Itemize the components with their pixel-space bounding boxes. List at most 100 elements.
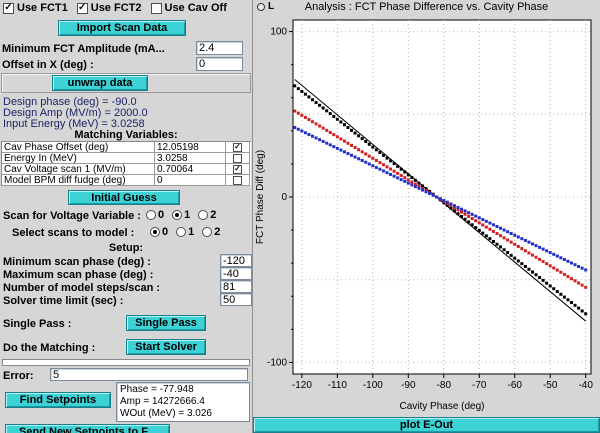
- radio-icon[interactable]: [176, 227, 187, 237]
- variable-value-cell[interactable]: 0: [155, 175, 226, 186]
- scan-voltage-option-1[interactable]: 1: [172, 209, 190, 221]
- svg-text:-40: -40: [578, 380, 593, 391]
- select-scans-option-0[interactable]: 0: [150, 226, 168, 238]
- radio-icon[interactable]: [202, 227, 213, 237]
- scan-voltage-option-2[interactable]: 2: [198, 209, 216, 221]
- radio-label: 2: [214, 226, 221, 238]
- variable-name-cell[interactable]: Cav Phase Offset (deg): [2, 142, 155, 153]
- matching-variables-header: Matching Variables:: [74, 129, 178, 141]
- control-panel: Use FCT1 Use FCT2 Use Cav Off Import Sca…: [0, 0, 253, 433]
- use-fct1-option[interactable]: Use FCT1: [3, 2, 68, 14]
- solver-time-limit-label: Solver time limit (sec) :: [3, 295, 124, 307]
- table-row: Model BPM diff fudge (deg) 0: [2, 175, 251, 186]
- chart-title: Analysis : FCT Phase Difference vs. Cavi…: [304, 1, 549, 13]
- import-scan-data-button[interactable]: Import Scan Data: [58, 20, 186, 36]
- offset-x-input[interactable]: [196, 57, 243, 71]
- results-readout: Phase = -77.948 Amp = 14272666.4 WOut (M…: [116, 382, 250, 422]
- variable-name-cell[interactable]: Cav Voltage scan 1 (MV/m): [2, 164, 155, 175]
- send-setpoints-button[interactable]: Send New Setpoints to F...: [5, 424, 170, 433]
- variable-check-cell[interactable]: [226, 175, 250, 186]
- use-fct1-label: Use FCT1: [17, 2, 68, 14]
- setup-header: Setup:: [108, 242, 144, 254]
- use-cav-off-label: Use Cav Off: [164, 2, 227, 14]
- legend-icon: [257, 2, 265, 11]
- select-scans-radio-group: 0 1 2: [150, 226, 220, 238]
- min-scan-phase-label: Minimum scan phase (deg) :: [3, 256, 151, 268]
- use-cav-off-checkbox[interactable]: [150, 2, 162, 14]
- unwrap-data-button[interactable]: unwrap data: [52, 75, 148, 91]
- radio-icon[interactable]: [150, 227, 160, 237]
- scan-voltage-option-0[interactable]: 0: [146, 209, 164, 221]
- start-solver-button[interactable]: Start Solver: [126, 339, 206, 355]
- single-pass-label: Single Pass :: [3, 318, 72, 330]
- radio-label: 2: [210, 209, 217, 221]
- svg-text:-100: -100: [363, 380, 383, 391]
- input-energy-readout: Input Energy (MeV) = 3.0258: [3, 118, 145, 130]
- svg-text:-90: -90: [401, 380, 416, 391]
- svg-text:-120: -120: [292, 380, 312, 391]
- variable-name-cell[interactable]: Model BPM diff fudge (deg): [2, 175, 155, 186]
- use-cav-off-option[interactable]: Use Cav Off: [150, 2, 227, 14]
- legend-label: L: [268, 1, 275, 12]
- chart-canvas[interactable]: -120 -110 -100 -90 -80 -70 -60 -50 -40 100 0 -100 Ca…: [253, 14, 600, 417]
- radio-icon[interactable]: [172, 210, 183, 220]
- do-matching-label: Do the Matching :: [3, 342, 96, 354]
- series-blue: [293, 126, 588, 272]
- use-fct2-label: Use FCT2: [90, 2, 142, 14]
- variable-checkbox[interactable]: [233, 175, 242, 185]
- svg-text:0: 0: [281, 192, 287, 203]
- fct-checkbox-row: Use FCT1 Use FCT2 Use Cav Off: [3, 2, 227, 14]
- svg-text:-70: -70: [472, 380, 487, 391]
- solver-time-limit-input[interactable]: [220, 293, 252, 306]
- max-scan-phase-input[interactable]: [220, 267, 252, 280]
- min-fct-amplitude-input[interactable]: [196, 41, 243, 55]
- variable-check-cell[interactable]: [226, 164, 250, 175]
- radio-icon[interactable]: [198, 210, 209, 220]
- result-phase: Phase = -77.948: [120, 384, 194, 395]
- variable-checkbox[interactable]: [233, 164, 242, 174]
- variable-checkbox[interactable]: [233, 142, 242, 152]
- radio-icon[interactable]: [146, 210, 156, 220]
- gridlines: [293, 20, 591, 374]
- variable-name-cell[interactable]: Energy In (MeV): [2, 153, 155, 164]
- result-amp: Amp = 14272666.4: [120, 396, 205, 407]
- variable-value-cell[interactable]: 3.0258: [155, 153, 226, 164]
- plot-e-out-button[interactable]: plot E-Out: [253, 417, 600, 433]
- design-amp-readout: Design Amp (MV/m) = 2000.0: [3, 107, 148, 119]
- error-input[interactable]: [50, 368, 248, 381]
- scan-voltage-label: Scan for Voltage Variable :: [3, 210, 141, 222]
- min-scan-phase-input[interactable]: [220, 254, 252, 267]
- legend-button[interactable]: L: [257, 1, 274, 12]
- variable-checkbox[interactable]: [233, 153, 242, 163]
- find-setpoints-button[interactable]: Find Setpoints: [5, 392, 111, 408]
- table-row: Energy In (MeV) 3.0258: [2, 153, 251, 164]
- result-wout: WOut (MeV) = 3.026: [120, 408, 212, 419]
- chart-panel: L Analysis : FCT Phase Difference vs. Ca…: [253, 0, 600, 433]
- design-phase-readout: Design phase (deg) = -90.0: [3, 96, 137, 108]
- single-pass-button[interactable]: Single Pass: [126, 315, 206, 331]
- svg-text:-110: -110: [328, 380, 348, 391]
- y-axis-label: FCT Phase Diff (deg): [255, 150, 266, 244]
- series-red: [293, 109, 588, 289]
- use-fct2-checkbox[interactable]: [76, 2, 88, 14]
- select-scans-option-1[interactable]: 1: [176, 226, 194, 238]
- scan-voltage-radio-group: 0 1 2: [146, 209, 216, 221]
- svg-text:-60: -60: [507, 380, 522, 391]
- initial-guess-button[interactable]: Initial Guess: [68, 190, 180, 205]
- max-scan-phase-label: Maximum scan phase (deg) :: [3, 269, 154, 281]
- matching-variables-table: Cav Phase Offset (deg) 12.05198 Energy I…: [1, 141, 251, 186]
- select-scans-option-2[interactable]: 2: [202, 226, 220, 238]
- x-axis-label: Cavity Phase (deg): [399, 401, 484, 412]
- use-fct1-checkbox[interactable]: [3, 2, 14, 14]
- series-black: [293, 84, 588, 316]
- model-steps-input[interactable]: [220, 280, 252, 293]
- radio-label: 1: [184, 209, 191, 221]
- variable-check-cell[interactable]: [226, 153, 250, 164]
- variable-value-cell[interactable]: 12.05198: [155, 142, 226, 153]
- radio-label: 0: [162, 226, 169, 238]
- min-fct-amplitude-label: Minimum FCT Amplitude (mA...: [2, 43, 165, 55]
- variable-check-cell[interactable]: [226, 142, 250, 153]
- use-fct2-option[interactable]: Use FCT2: [76, 2, 142, 14]
- variable-value-cell[interactable]: 0.70064: [155, 164, 226, 175]
